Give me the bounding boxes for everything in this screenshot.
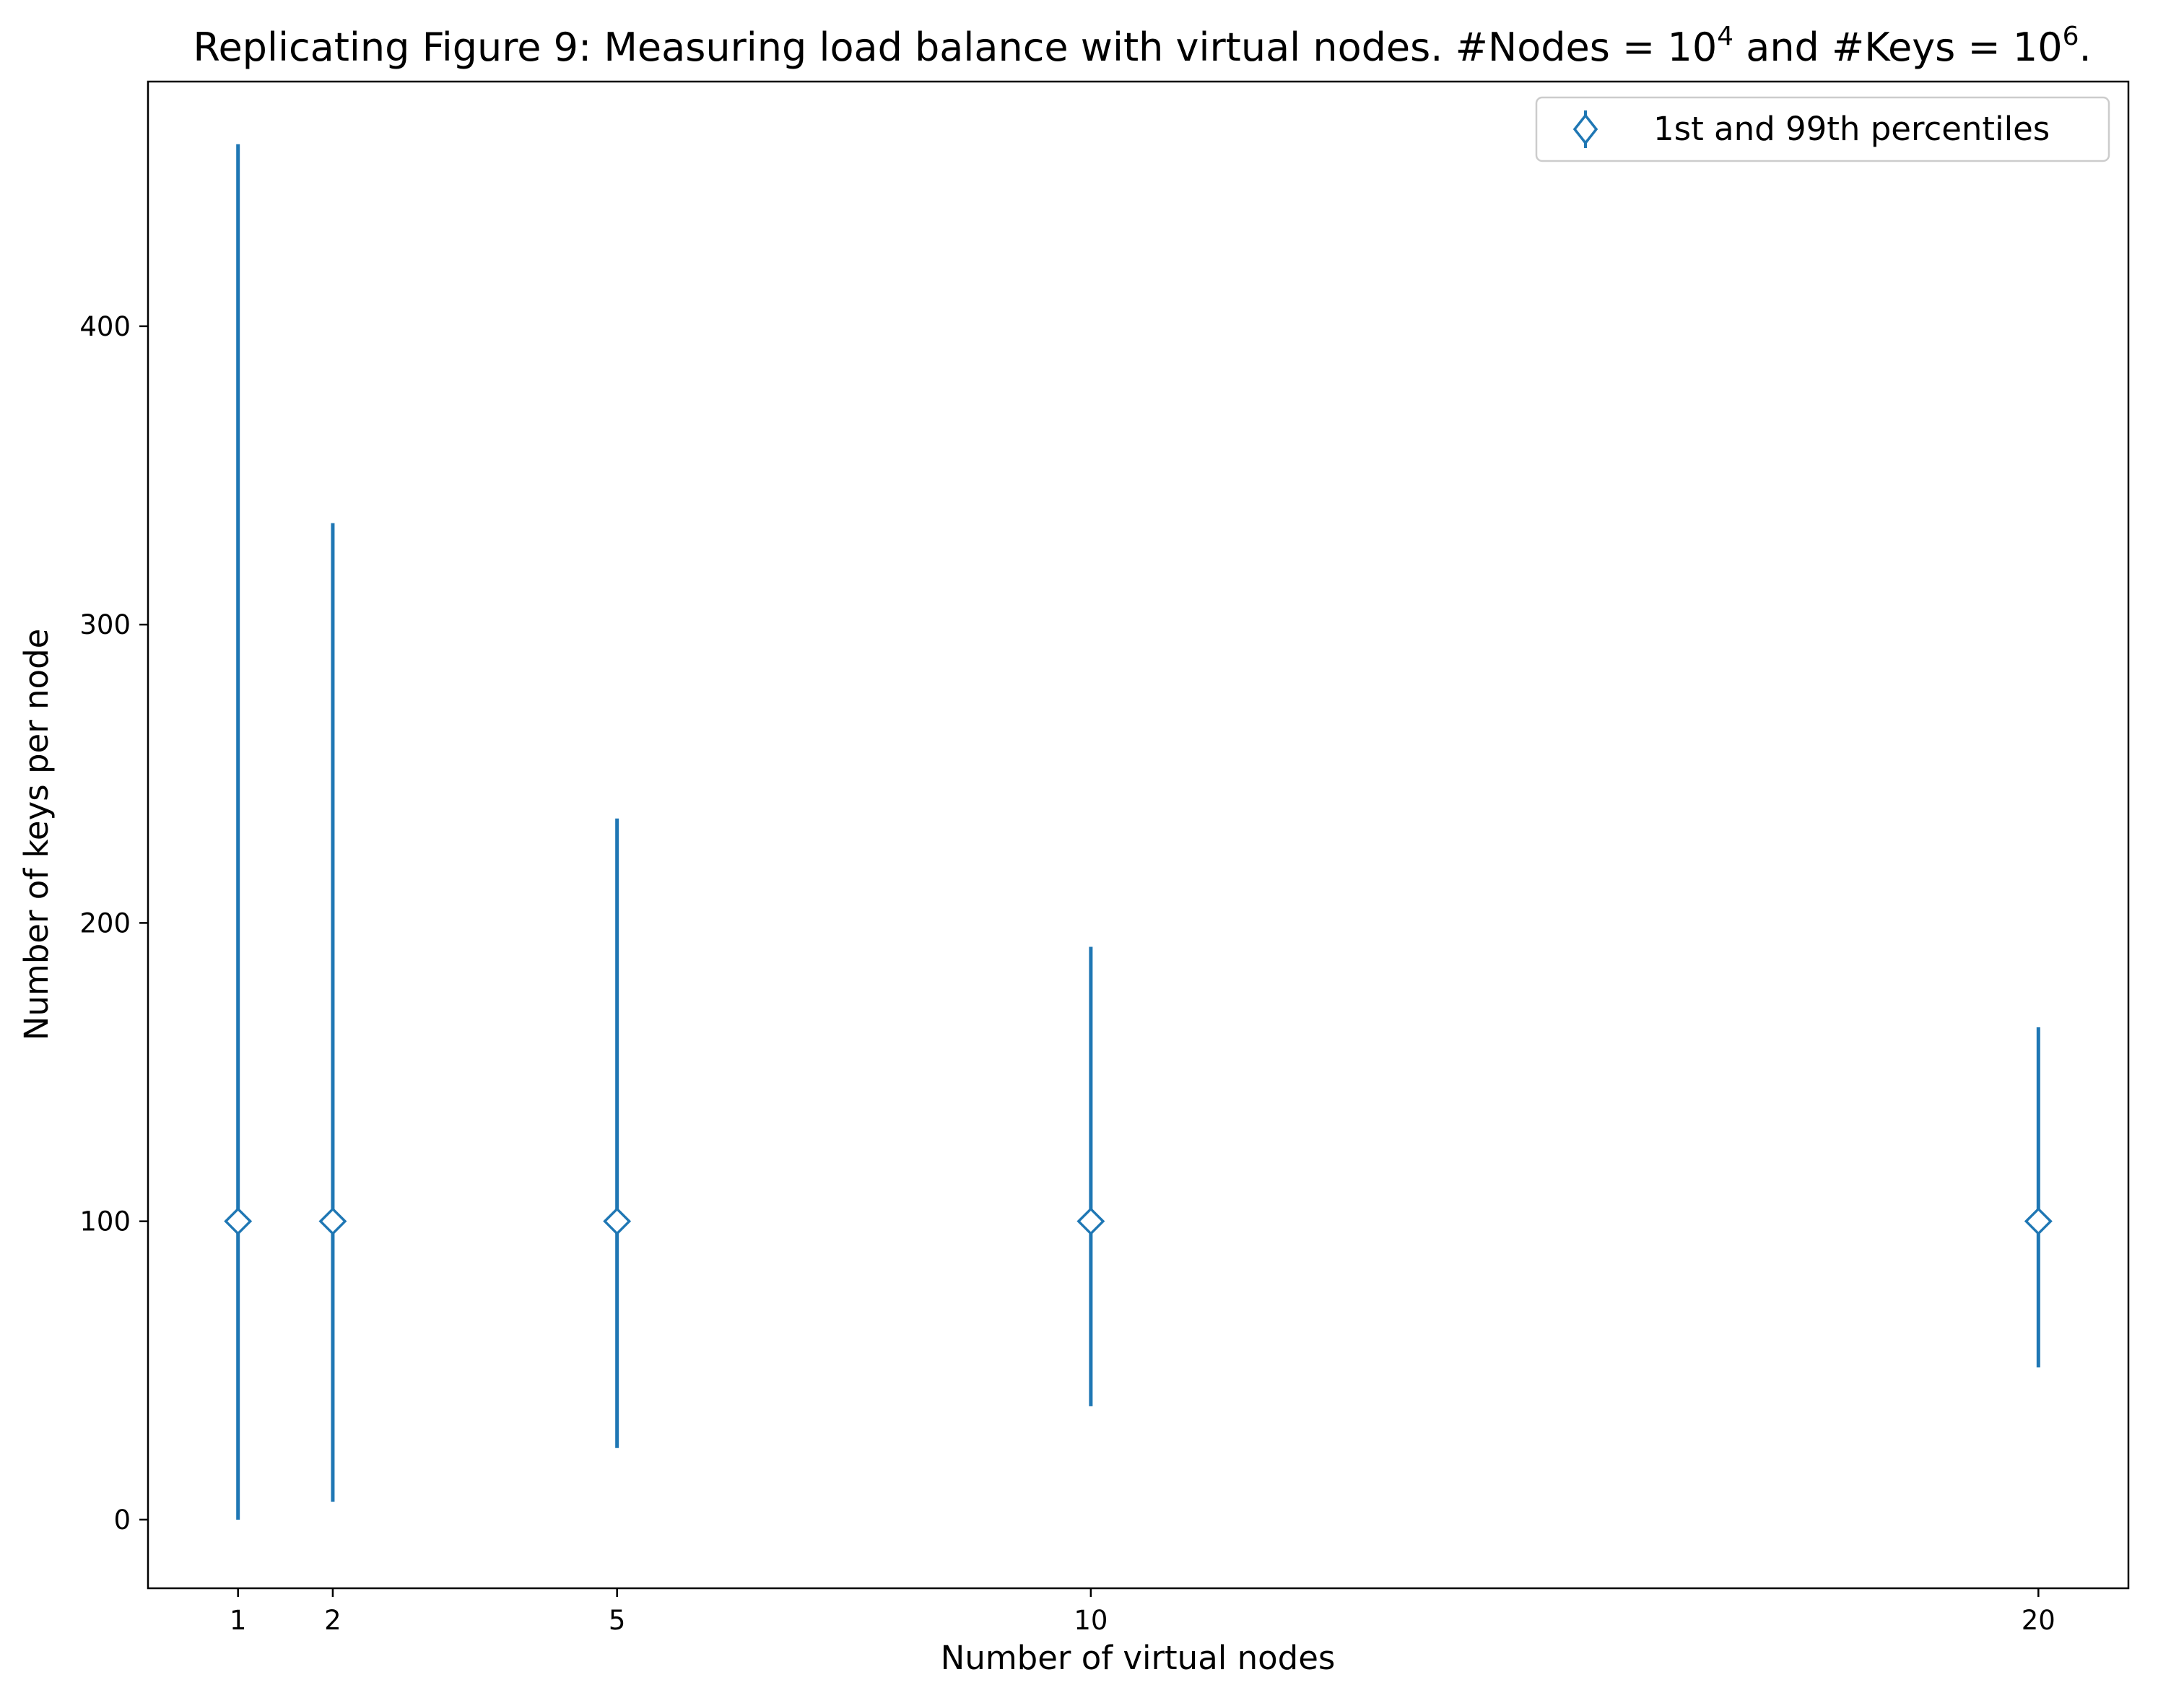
data-point-marker <box>224 1207 253 1236</box>
x-tick-label: 2 <box>324 1605 341 1636</box>
axes-frame <box>147 80 2130 1590</box>
chart-title: Replicating Figure 9: Measuring load bal… <box>193 22 2091 70</box>
data-point-marker <box>603 1207 632 1236</box>
data-point-marker <box>318 1207 347 1236</box>
data-point-marker <box>2024 1207 2053 1236</box>
y-tick-label: 300 <box>79 609 131 640</box>
y-tick-label: 100 <box>79 1206 131 1237</box>
x-axis-label: Number of virtual nodes <box>941 1639 1336 1677</box>
x-tick-label: 1 <box>230 1605 247 1636</box>
legend-label: 1st and 99th percentiles <box>1653 110 2050 148</box>
y-axis: 0 100 200 300 400 <box>79 311 148 1536</box>
y-tick-label: 400 <box>79 311 131 342</box>
legend-diamond-marker <box>1572 113 1598 145</box>
x-tick-label: 20 <box>2022 1605 2055 1636</box>
y-tick-label: 200 <box>79 907 131 939</box>
y-tick-label: 0 <box>113 1505 131 1536</box>
y-axis-label: Number of keys per node <box>17 629 56 1041</box>
data-point-marker <box>1076 1207 1105 1236</box>
x-tick-label: 10 <box>1074 1605 1108 1636</box>
legend: 1st and 99th percentiles <box>1535 96 2110 162</box>
legend-box <box>1535 96 2110 162</box>
x-axis: 1 2 5 10 20 <box>230 1588 2055 1636</box>
plot-area <box>224 144 2053 1520</box>
x-tick-label: 5 <box>609 1605 626 1636</box>
